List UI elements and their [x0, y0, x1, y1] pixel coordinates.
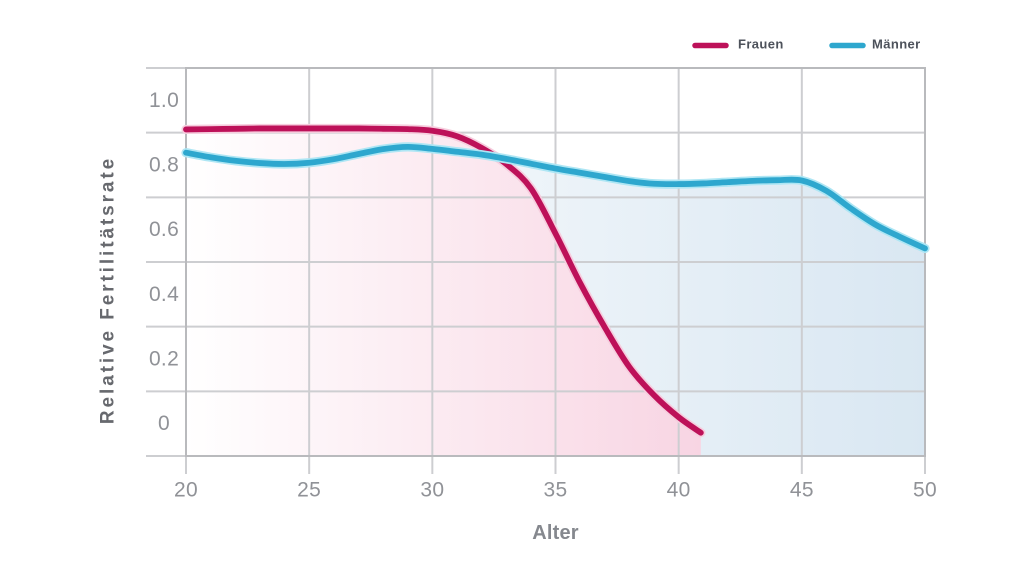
legend: Frauen Männer	[692, 37, 921, 52]
x-tick-label: 50	[913, 479, 937, 502]
y-tick-label: 0.8	[149, 154, 179, 177]
plot-border	[185, 67, 926, 457]
x-tick-label: 30	[420, 479, 444, 502]
männer-line	[183, 143, 928, 252]
x-tick-label: 20	[174, 479, 198, 502]
y-tick-label: 0.6	[149, 218, 179, 241]
x-tick-label: 45	[790, 479, 814, 502]
legend-label-maenner: Männer	[872, 37, 921, 52]
series-lines	[181, 123, 930, 438]
legend-label-frauen: Frauen	[738, 37, 784, 52]
y-axis-title: Relative Fertilitätsrate	[98, 156, 119, 424]
x-tick-label: 40	[667, 479, 691, 502]
x-tick-label: 25	[297, 479, 321, 502]
y-tick-label: 0	[158, 412, 170, 435]
x-tick-label: 35	[544, 479, 568, 502]
y-tick-label: 0.4	[149, 283, 179, 306]
y-tick-labels: 1.0 0.8 0.6 0.4 0.2 0	[149, 89, 179, 435]
y-tick-label: 0.2	[149, 348, 179, 371]
y-tick-label: 1.0	[149, 89, 179, 112]
frauen-line	[183, 125, 704, 436]
x-tick-labels: 20 25 30 35 40 45 50	[174, 479, 937, 502]
x-axis-title: Alter	[532, 522, 579, 544]
area-fill-frauen	[186, 128, 701, 456]
